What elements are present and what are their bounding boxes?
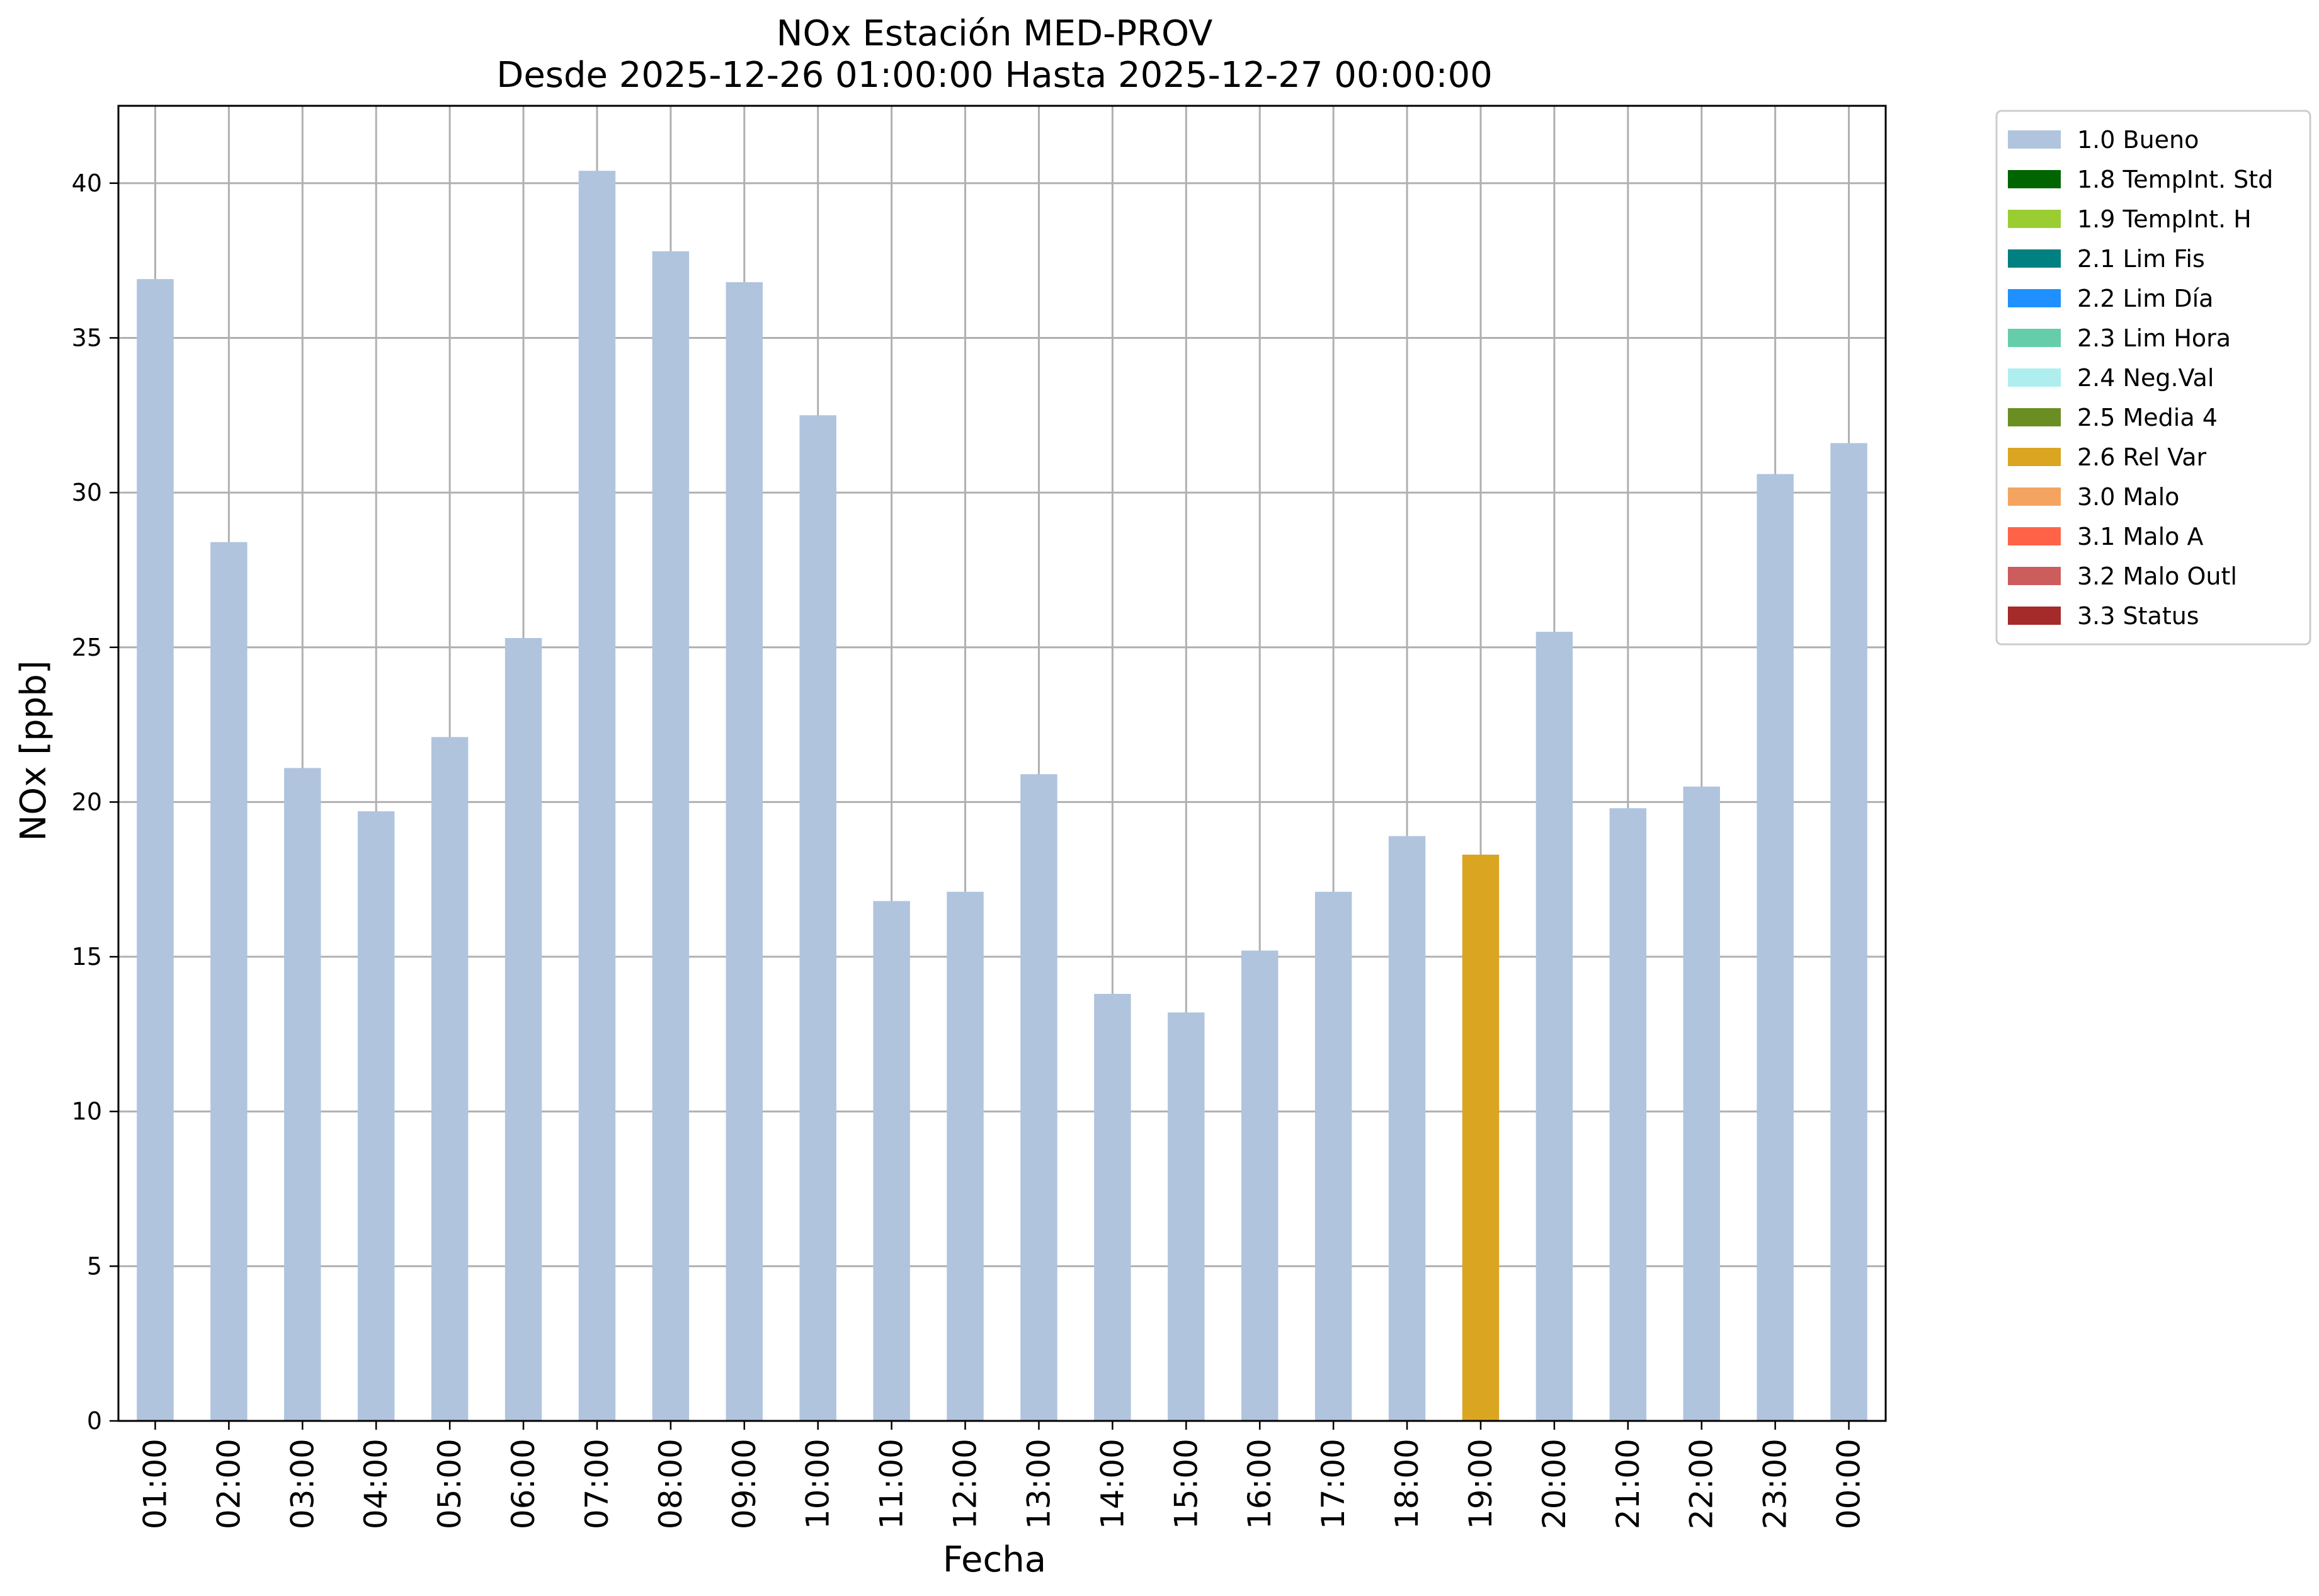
legend-label: 2.5 Media 4 [2077,404,2218,431]
bar-07:00 [578,171,616,1421]
bar-21:00 [1609,808,1647,1421]
bar-10:00 [799,415,836,1421]
axes: 0 5 10 15 20 25 30 35 40 01:00 02:00 03:00 04:00 05:0… [72,105,1887,1529]
legend-label: 3.3 Status [2077,602,2199,630]
legend-swatch [2008,408,2061,426]
x-tick-label: 02:00 [210,1439,247,1529]
x-tick-label: 07:00 [579,1439,615,1529]
bar-11:00 [873,901,910,1421]
legend-label: 3.1 Malo A [2077,523,2203,550]
bar-04:00 [357,811,395,1421]
y-tick-label: 15 [72,943,102,971]
x-tick-label: 23:00 [1757,1439,1794,1529]
bar-12:00 [947,891,984,1421]
x-tick-label: 03:00 [284,1439,321,1529]
x-tick-label: 12:00 [947,1439,984,1529]
bar-15:00 [1168,1012,1205,1421]
y-tick-label: 40 [72,169,102,197]
x-tick-label: 06:00 [505,1439,542,1529]
bar-01:00 [137,279,174,1421]
legend-box [1995,110,2311,646]
chart-title: NOx Estación MED-PROV [777,13,1213,54]
x-tick-label: 16:00 [1241,1439,1278,1529]
bar-00:00 [1830,443,1867,1422]
bar-16:00 [1241,950,1279,1421]
x-tick-label: 21:00 [1610,1439,1646,1529]
legend-label: 1.8 TempInt. Std [2077,166,2273,193]
y-axis-label: NOx [ppb] [13,660,54,841]
chart-subtitle: Desde 2025-12-26 01:00:00 Hasta 2025-12-… [496,55,1493,96]
y-tick-label: 30 [72,479,102,506]
bar-02:00 [210,542,248,1421]
legend-label: 2.6 Rel Var [2077,443,2207,471]
bar-14:00 [1094,994,1131,1421]
x-tick-label: 22:00 [1684,1439,1720,1529]
bar-17:00 [1314,891,1352,1421]
legend-label: 2.4 Neg.Val [2077,364,2214,392]
legend-swatch [2008,249,2061,268]
y-tick-label: 5 [87,1252,102,1280]
legend-swatch [2008,329,2061,347]
bar-23:00 [1757,474,1794,1421]
legend-swatch [2008,448,2061,466]
x-tick-label: 14:00 [1094,1439,1131,1529]
legend-label: 1.0 Bueno [2077,126,2199,154]
y-tick-label: 25 [72,634,102,661]
legend-swatch [2008,567,2061,585]
x-tick-label: 11:00 [874,1439,910,1529]
legend-label: 1.9 TempInt. H [2077,205,2252,233]
x-axis-label: Fecha [943,1539,1046,1580]
x-tick-label: 00:00 [1831,1439,1867,1529]
x-tick-label: 18:00 [1389,1439,1425,1529]
plot-frame [117,105,1887,1422]
legend-swatch [2008,487,2061,506]
legend-label: 3.2 Malo Outl [2077,562,2237,590]
bar-08:00 [652,251,690,1422]
x-tick-label: 04:00 [358,1439,394,1529]
legend-swatch [2008,170,2061,188]
legend-swatch [2008,607,2061,625]
bar-09:00 [726,282,763,1422]
legend-swatch [2008,527,2061,545]
x-tick-label: 15:00 [1168,1439,1204,1529]
x-tick-label: 13:00 [1020,1439,1057,1529]
x-tick-label: 17:00 [1315,1439,1352,1529]
legend-swatch [2008,210,2061,228]
x-tick-label: 10:00 [800,1439,836,1529]
y-tick-label: 0 [87,1407,102,1435]
bar-13:00 [1020,774,1057,1421]
legend-label: 3.0 Malo [2077,483,2179,511]
legend-swatch [2008,130,2061,149]
x-tick-label: 19:00 [1462,1439,1499,1529]
x-tick-label: 08:00 [652,1439,689,1529]
legend-label: 2.2 Lim Día [2077,285,2213,312]
bar-19:00 [1462,854,1500,1421]
legend-swatch [2008,289,2061,307]
bar-20:00 [1536,632,1573,1422]
bar-05:00 [431,737,469,1421]
legend: 1.0 Bueno 1.8 TempInt. Std 1.9 TempInt. H 2… [1995,110,2311,646]
y-tick-label: 35 [72,324,102,351]
y-tick-label: 10 [72,1098,102,1126]
x-tick-label: 09:00 [726,1439,763,1529]
legend-swatch [2008,368,2061,387]
bars [137,171,1867,1422]
bar-18:00 [1388,836,1426,1421]
legend-label: 2.1 Lim Fis [2077,245,2205,273]
y-tick-label: 20 [72,788,102,816]
x-tick-label: 20:00 [1536,1439,1573,1529]
legend-label: 2.3 Lim Hora [2077,324,2231,352]
bar-06:00 [504,638,542,1421]
x-tick-label: 05:00 [431,1439,468,1529]
x-tick-label: 01:00 [137,1439,173,1529]
bar-03:00 [284,768,321,1421]
bar-22:00 [1683,786,1720,1421]
